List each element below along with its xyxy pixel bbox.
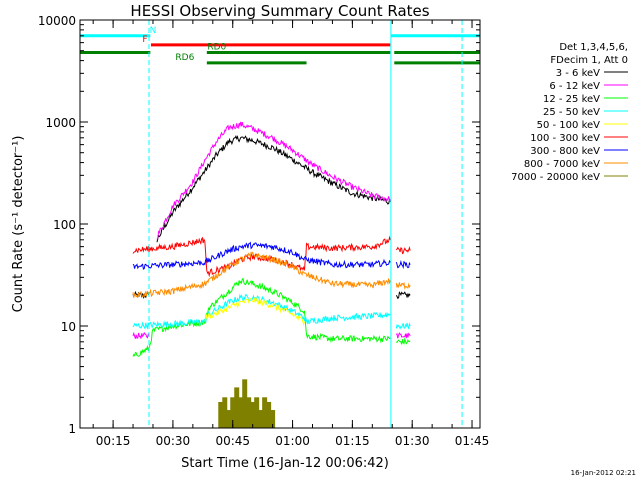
legend-header-line: FDecim 1, Att 0 [550,55,628,66]
series-bar-7000-20000-kev [238,397,244,428]
axes-layer: 00:15 00:30 00:45 01:00 01:15 01:30 01:45 1 10 10… [38,14,490,448]
vertical-markers-layer [79,20,463,428]
footer-date: 16-Jan-2012 02:21 [571,469,636,477]
flag-label-f: F [142,35,147,45]
y-tick-label: 10000 [38,14,76,28]
legend-entry-label: 12 - 25 keV [543,94,600,105]
plot-frame [79,19,481,429]
series-bar-7000-20000-kev [266,401,272,428]
series-bar-7000-20000-kev [234,387,240,428]
y-tick-label: 1000 [45,116,76,130]
x-tick-label: 01:15 [335,434,370,448]
legend-header-line: Det 1,3,4,5,6, [559,42,628,53]
series-bar-7000-20000-kev [258,410,264,428]
legend-entry-label: 300 - 800 keV [530,146,600,157]
legend-entry-label: 7000 - 20000 keV [511,172,600,183]
series-line-100-300-kev [395,246,411,255]
series-line-800-7000-kev [132,251,391,298]
chart-title: HESSI Observing Summary Count Rates [130,2,429,20]
series-bar-7000-20000-kev [270,410,276,428]
flag-label-rd6: RD6 [175,53,194,63]
flag-label-n: N [150,26,157,36]
x-tick-label: 00:15 [96,434,131,448]
legend-entry-label: 50 - 100 keV [537,120,601,131]
series-line-25-50-kev [395,322,411,330]
legend: Det 1,3,4,5,6, FDecim 1, Att 0 3 - 6 keV 6 … [511,42,628,183]
legend-entry-label: 6 - 12 keV [549,81,600,92]
legend-entry-label: 25 - 50 keV [543,107,600,118]
legend-entry-label: 100 - 300 keV [530,133,600,144]
series-bar-7000-20000-kev [226,410,232,428]
series-line-25-50-kev [132,293,391,330]
series-line-50-100-kev [204,297,305,326]
series-layer [132,121,411,428]
series-bar-7000-20000-kev [246,397,252,428]
series-line-3-6-kev [156,135,391,243]
series-line-12-25-kev [395,337,411,345]
x-tick-label: 01:45 [455,434,490,448]
x-axis-label: Start Time (16-Jan-12 00:06:42) [181,456,389,471]
y-tick-label: 100 [53,218,76,232]
legend-entry-label: 800 - 7000 keV [524,159,600,170]
flags-layer: NF RD0 RD6 [80,26,480,65]
y-tick-label: 10 [61,320,76,334]
series-bar-7000-20000-kev [218,401,224,428]
series-line-12-25-kev [132,277,391,357]
series-bar-7000-20000-kev [242,379,248,428]
x-tick-label: 01:30 [395,434,430,448]
series-bar-7000-20000-kev [222,397,228,428]
x-tick-label: 01:00 [275,434,310,448]
series-bar-7000-20000-kev [254,397,260,428]
y-tick-label: 1 [68,422,76,436]
series-line-6-12-kev [156,121,391,240]
series-bar-7000-20000-kev [230,397,236,428]
series-line-6-12-kev [132,331,150,339]
series-line-800-7000-kev [395,281,411,290]
series-line-6-12-kev [395,332,411,339]
legend-entry-label: 3 - 6 keV [556,68,600,79]
series-line-300-800-kev [395,259,411,270]
y-axis-label: Count Rate (s⁻¹ detector⁻¹) [11,136,26,313]
flag-label-rd0: RD0 [207,43,226,53]
x-tick-label: 00:45 [215,434,250,448]
series-bar-7000-20000-kev [262,397,268,428]
series-line-3-6-kev [395,291,411,300]
series-bar-7000-20000-kev [250,401,256,428]
x-tick-label: 00:30 [156,434,191,448]
series-line-300-800-kev [132,241,391,270]
